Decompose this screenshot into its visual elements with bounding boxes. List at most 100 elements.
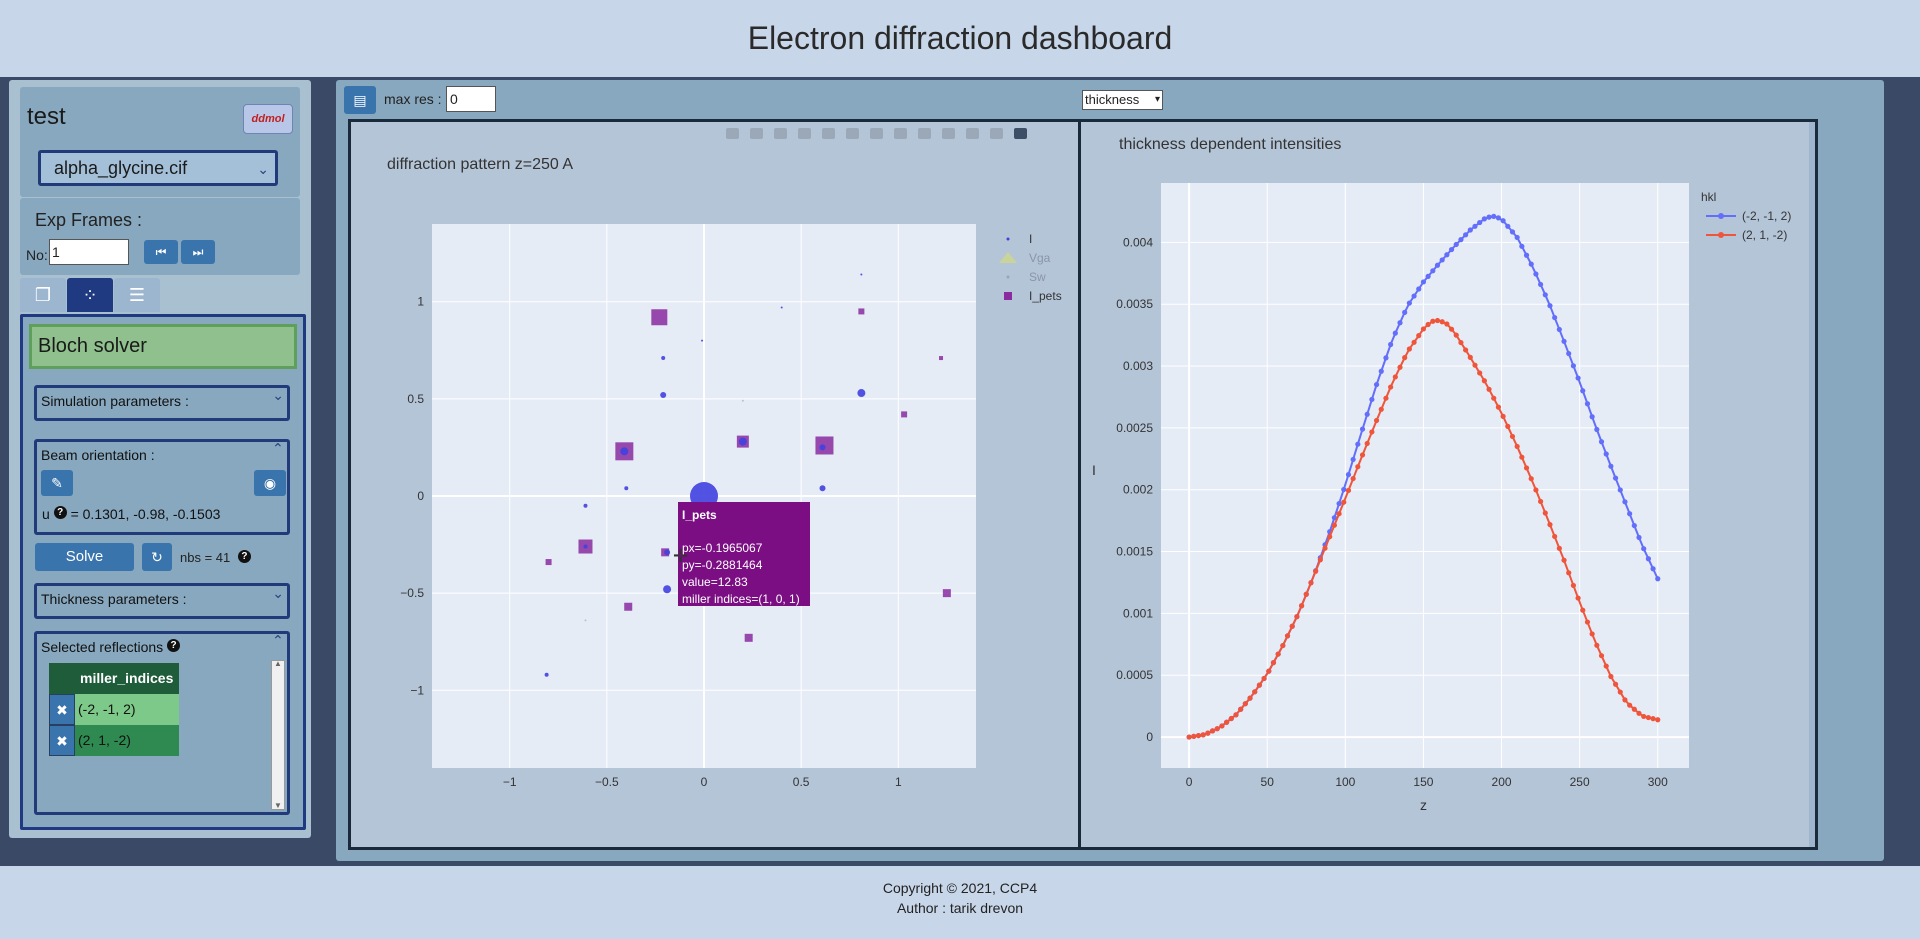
data-point [1622, 697, 1628, 703]
legend-title: hkl [1701, 190, 1716, 204]
legend-label: I [1029, 232, 1032, 246]
frame-number-input[interactable]: 1 [49, 239, 129, 265]
data-point [1650, 716, 1656, 722]
simulation-parameters-label: Simulation parameters : [41, 393, 189, 409]
data-point-i [660, 391, 667, 398]
thickness-parameters-section[interactable]: Thickness parameters : ⌄ [34, 583, 290, 619]
box-select-icon[interactable] [798, 128, 811, 139]
tab-bloch[interactable]: ⁘ [67, 278, 113, 312]
data-point-i [661, 356, 666, 361]
data-point [1392, 374, 1398, 380]
remove-row-button[interactable]: ✖ [49, 725, 75, 756]
cif-file-select[interactable]: alpha_glycine.cif ⌄ [38, 150, 278, 186]
simulation-parameters-section[interactable]: Simulation parameters : ⌄ [34, 385, 290, 421]
hover-closest-icon[interactable] [966, 128, 979, 139]
remove-row-button[interactable]: ✖ [49, 694, 75, 725]
frame-no-label: No: [26, 247, 48, 263]
edit-orientation-button[interactable]: ✎ [41, 470, 73, 496]
data-point [1509, 433, 1516, 440]
data-point [1566, 570, 1572, 576]
data-point [1209, 728, 1216, 734]
data-point [1444, 252, 1450, 258]
data-point [1598, 439, 1605, 445]
spike-icon[interactable] [942, 128, 955, 139]
data-point [1430, 268, 1436, 274]
camera-icon[interactable] [726, 128, 739, 139]
home-icon[interactable] [918, 128, 931, 139]
data-point [1280, 642, 1286, 649]
help-icon[interactable]: ? [53, 506, 67, 519]
data-point [1472, 362, 1478, 368]
diffraction-plot[interactable]: diffraction pattern z=250 A −1 −0.5 0 0.5 1 −1… [351, 122, 1078, 847]
legend-marker [1718, 232, 1724, 238]
u-value: = 0.1301, -0.98, -0.1503 [70, 506, 221, 522]
data-point [1341, 486, 1347, 493]
x-tick-label: 200 [1492, 775, 1512, 789]
data-point [1392, 330, 1398, 336]
data-point [1528, 476, 1534, 482]
x-tick-label: −0.5 [595, 775, 619, 789]
zoom-out-icon[interactable] [870, 128, 883, 139]
view-select[interactable]: thickness ▾ [1082, 90, 1163, 110]
thickness-chart[interactable]: thickness dependent intensities 0 50 100 150… [1081, 122, 1809, 847]
data-point [1350, 456, 1356, 463]
first-frame-button[interactable]: ⏮ [144, 240, 178, 264]
max-res-input[interactable]: 0 [446, 86, 496, 112]
tab-list[interactable]: ☰ [114, 278, 160, 312]
data-point [1617, 487, 1623, 493]
help-icon[interactable]: ? [237, 550, 251, 563]
zoom-in-icon[interactable] [846, 128, 859, 139]
data-point [1214, 726, 1220, 732]
data-point-i-pets [858, 308, 865, 315]
data-point [1388, 341, 1394, 348]
chevron-up-icon[interactable]: ⌄ [272, 440, 284, 456]
thickness-plot[interactable]: thickness dependent intensities 0 50 100 150… [1081, 122, 1809, 847]
selected-reflections-label: Selected reflections ? [41, 639, 181, 655]
logo-button[interactable]: ddmol [243, 104, 293, 134]
data-point [1631, 522, 1637, 529]
table-row[interactable]: (-2, -1, 2) [75, 694, 179, 725]
zoom-icon[interactable] [750, 128, 763, 139]
data-point [1444, 321, 1450, 327]
tooltip-line: value=12.83 [682, 575, 748, 589]
data-point [1341, 499, 1347, 505]
data-point [1453, 332, 1459, 338]
tab-structure[interactable]: ❐ [20, 278, 66, 312]
table-row[interactable]: (2, 1, -2) [75, 725, 179, 756]
author-text: Author : tarik drevon [896, 900, 1024, 916]
data-point [1584, 401, 1591, 407]
data-point [1420, 279, 1427, 285]
plotly-logo-icon[interactable] [1014, 128, 1027, 139]
table-header-miller: miller_indices [75, 663, 179, 694]
table-scrollbar[interactable]: ▲ ▼ [271, 659, 285, 810]
last-frame-button[interactable]: ⏭ [181, 240, 215, 264]
exp-frames-box: Exp Frames : No: 1 ⏮ ⏭ [20, 198, 300, 275]
plot-scrollbar[interactable] [1809, 122, 1815, 847]
chevron-up-icon[interactable]: ⌄ [272, 632, 284, 648]
data-point [1378, 368, 1384, 374]
data-point [1467, 354, 1473, 360]
refresh-button[interactable]: ↻ [142, 543, 172, 571]
data-point [1434, 317, 1441, 324]
lasso-icon[interactable] [822, 128, 835, 139]
view-orientation-button[interactable]: ◉ [254, 470, 286, 496]
legend-marker [1006, 275, 1010, 279]
chart-title: thickness dependent intensities [1119, 136, 1341, 153]
data-point [1481, 378, 1487, 384]
chevron-down-icon: ⌄ [272, 387, 284, 403]
diffraction-chart[interactable]: diffraction pattern z=250 A −1 −0.5 0 0.5 1 −1… [351, 122, 1078, 847]
export-button[interactable]: ▤ [344, 86, 376, 114]
data-point [1537, 498, 1544, 505]
autoscale-icon[interactable] [894, 128, 907, 139]
data-point [1238, 706, 1244, 712]
y-tick-label: −1 [410, 683, 424, 697]
help-icon[interactable]: ? [167, 639, 181, 652]
data-point [1486, 214, 1492, 220]
legend-label: (-2, -1, 2) [1742, 209, 1791, 223]
hover-compare-icon[interactable] [990, 128, 1003, 139]
tooltip-line: py=-0.2881464 [682, 558, 763, 572]
data-point [1322, 545, 1328, 551]
data-point [1434, 262, 1441, 268]
solve-button[interactable]: Solve [35, 543, 134, 571]
pan-icon[interactable] [774, 128, 787, 139]
